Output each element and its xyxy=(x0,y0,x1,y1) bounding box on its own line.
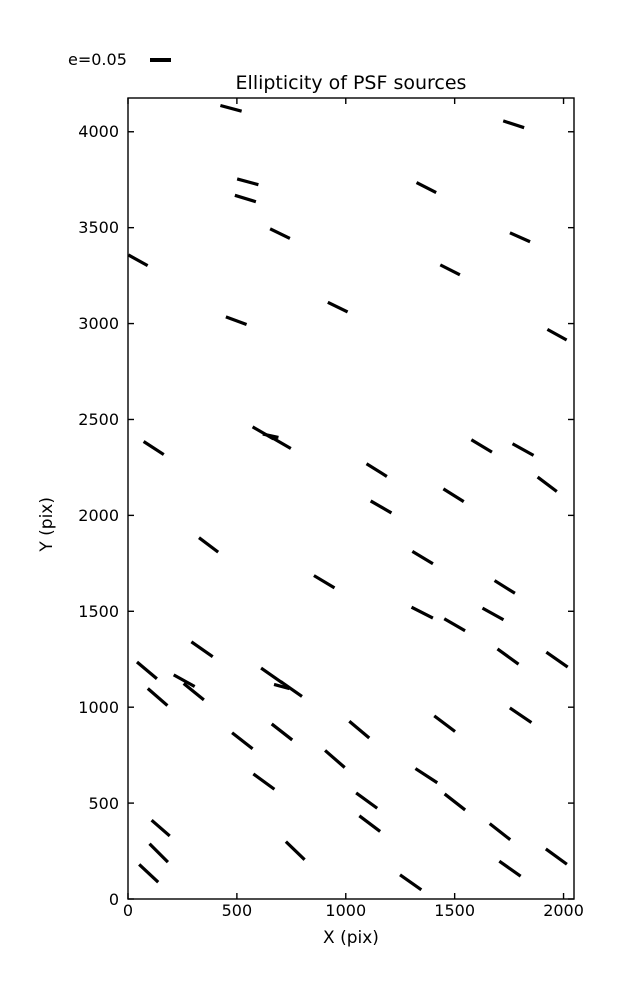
ellipticity-stick xyxy=(135,660,158,680)
ellipticity-stick xyxy=(498,859,522,878)
ellipticity-stick xyxy=(442,487,465,503)
ellipticity-stick xyxy=(511,442,535,457)
ellipticity-stick xyxy=(273,682,290,691)
y-tick-label: 3000 xyxy=(78,314,119,334)
ellipticity-stick xyxy=(355,791,379,810)
ellipticity-stick xyxy=(415,181,437,194)
ellipticity-stick xyxy=(262,432,279,440)
legend-label: e=0.05 xyxy=(68,50,127,69)
ellipticity-stick xyxy=(365,462,388,478)
legend: e=0.05 xyxy=(68,50,171,70)
ellipticity-stick xyxy=(150,818,171,838)
ellipticity-stick xyxy=(225,315,248,326)
ellipticity-stick xyxy=(190,640,214,659)
ellipticity-stick xyxy=(369,499,393,515)
ellipticity-stick xyxy=(269,435,292,450)
ellipticity-stick xyxy=(502,119,525,130)
ellipticity-stick xyxy=(270,722,294,742)
ellipticity-stick xyxy=(348,720,371,740)
ellipticity-stick xyxy=(496,647,520,666)
y-tick-label: 1500 xyxy=(78,601,119,621)
ellipticity-stick xyxy=(545,650,569,669)
ellipticity-stick xyxy=(269,227,291,240)
ellipticity-stick xyxy=(399,873,423,892)
ellipticity-stick xyxy=(260,666,284,685)
ellipticity-stick xyxy=(493,579,516,595)
ellipticity-stick xyxy=(284,840,306,861)
x-tick-label: 2000 xyxy=(543,901,584,920)
ellipticity-stick xyxy=(488,822,512,841)
y-tick-label: 1000 xyxy=(78,697,119,717)
ellipticity-stick xyxy=(443,617,466,633)
ellipticity-stick xyxy=(142,440,165,456)
axes-frame xyxy=(127,97,575,900)
y-tick-label: 2000 xyxy=(78,505,119,525)
ellipticity-stick xyxy=(544,847,568,866)
x-tick-label: 0 xyxy=(122,901,134,920)
x-axis-label: X (pix) xyxy=(323,928,379,948)
x-tick-label: 500 xyxy=(221,901,253,920)
ellipticity-stick xyxy=(313,574,336,590)
legend-line-swatch xyxy=(150,58,171,62)
ellipticity-stick xyxy=(536,475,558,493)
ellipticity-stick xyxy=(546,327,568,342)
ellipticity-stick xyxy=(182,682,205,702)
ellipticity-stick xyxy=(439,263,461,277)
ellipticity-stick xyxy=(411,550,434,566)
x-tick-label: 1500 xyxy=(434,901,476,920)
ellipticity-stick xyxy=(219,103,243,113)
y-tick-label: 500 xyxy=(88,793,119,813)
y-axis-label-text: Y (pix) xyxy=(37,496,57,552)
ellipticity-stick xyxy=(236,177,259,187)
ellipticity-stick xyxy=(443,792,467,812)
ellipticity-stick xyxy=(148,842,170,864)
ellipticity-stick xyxy=(279,680,303,698)
ellipticity-stick xyxy=(138,863,160,884)
ellipticity-stick xyxy=(127,253,149,268)
ellipticity-stick xyxy=(410,605,434,620)
y-tick-label: 0 xyxy=(108,889,119,909)
ellipticity-stick xyxy=(252,772,276,791)
ellipticity-stick xyxy=(172,673,196,688)
ellipticity-stick xyxy=(146,687,169,707)
y-tick-label: 3500 xyxy=(78,218,119,238)
ellipticity-stick xyxy=(433,714,456,733)
ellipticity-stick xyxy=(509,231,531,244)
ellipticity-stick xyxy=(481,606,505,622)
ellipticity-stick xyxy=(358,814,382,833)
x-tick-label: 1000 xyxy=(325,901,367,920)
ellipticity-stick xyxy=(234,193,257,204)
ellipticity-stick xyxy=(327,300,349,314)
ellipticity-stick xyxy=(508,706,533,724)
ellipticity-stick xyxy=(470,438,493,454)
y-tick-label: 2500 xyxy=(78,409,119,429)
ellipticity-stick xyxy=(231,731,254,751)
ellipticity-stick xyxy=(198,536,220,554)
ellipticity-stick xyxy=(414,767,439,785)
ellipticity-stick xyxy=(324,749,346,769)
chart-title: Ellipticity of PSF sources xyxy=(235,72,467,94)
y-tick-label: 4000 xyxy=(78,122,119,142)
